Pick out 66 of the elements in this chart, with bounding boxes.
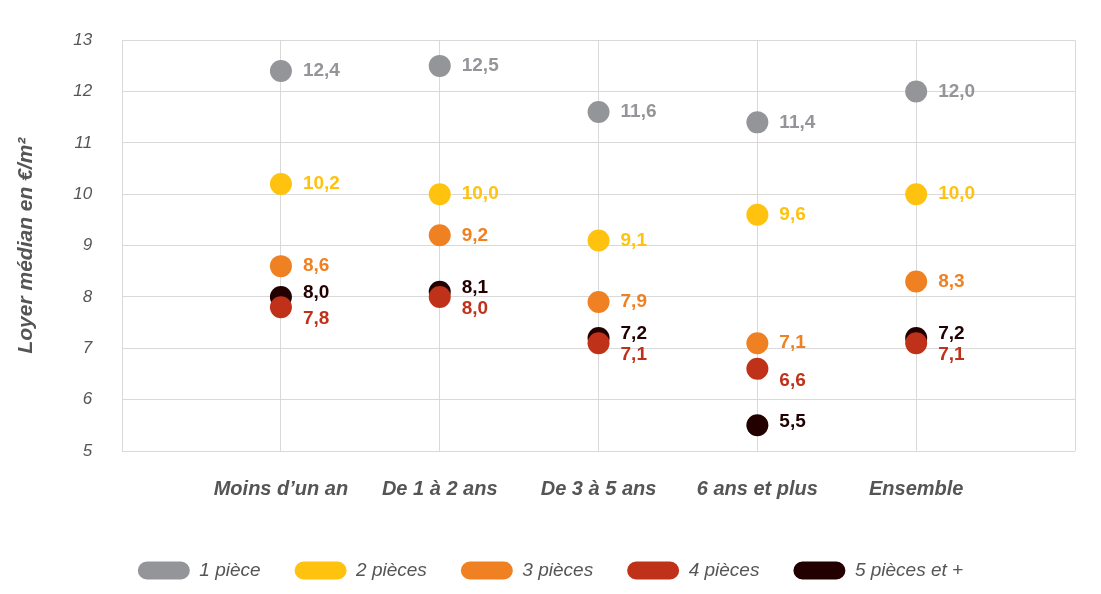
x-tick-label: Moins d’un an: [213, 476, 349, 499]
y-tick-label: 6: [82, 389, 93, 409]
y-tick-label: 8: [82, 286, 93, 306]
data-label: 7,2: [620, 322, 647, 344]
data-label: 9,1: [620, 228, 648, 250]
data-label: 7,2: [938, 322, 965, 344]
y-tick-label: 7: [82, 338, 93, 358]
data-label: 7,8: [302, 307, 330, 329]
point: [905, 183, 928, 206]
data-label: 7,1: [779, 331, 807, 353]
x-tick-label: De 1 à 2 ans: [381, 476, 498, 499]
data-label: 10,0: [461, 182, 499, 204]
point: [746, 357, 769, 380]
data-label: 8,1: [461, 276, 489, 298]
point: [269, 60, 292, 83]
data-label: 8,0: [302, 281, 330, 303]
data-label: 12,4: [302, 59, 341, 81]
legend-label: 1 pièce: [199, 558, 261, 580]
point: [269, 172, 292, 195]
data-label: 10,2: [302, 172, 340, 194]
data-label: 11,6: [620, 100, 657, 122]
y-tick-label: 11: [74, 132, 93, 152]
x-tick-label: Ensemble: [868, 476, 964, 499]
data-label: 6,6: [779, 369, 806, 391]
legend-label: 4 pièces: [688, 558, 760, 580]
point: [746, 414, 769, 437]
y-axis-title: Loyer médian en €/m²: [13, 136, 37, 354]
point: [428, 224, 451, 247]
point: [428, 285, 451, 308]
data-label: 7,1: [620, 343, 648, 365]
data-label: 8,6: [302, 254, 330, 276]
point: [587, 229, 610, 252]
point: [587, 332, 610, 355]
point: [746, 111, 769, 134]
y-tick-label: 13: [73, 29, 93, 49]
point: [746, 332, 769, 355]
data-label: 5,5: [779, 409, 807, 431]
legend-label: 3 pièces: [522, 558, 594, 580]
data-label: 12,5: [461, 54, 500, 76]
point: [587, 101, 610, 124]
x-tick-label: De 3 à 5 ans: [540, 476, 657, 499]
data-label: 9,6: [779, 203, 806, 225]
point: [905, 332, 928, 355]
data-label: 9,2: [461, 223, 489, 245]
point: [428, 183, 451, 206]
point: [905, 80, 928, 103]
data-label: 7,9: [620, 290, 647, 312]
point: [269, 255, 292, 278]
y-tick-label: 5: [82, 440, 93, 460]
data-label: 8,0: [461, 297, 489, 319]
point: [428, 54, 451, 77]
point: [905, 270, 928, 293]
legend-label: 5 pièces et +: [854, 558, 964, 580]
point: [587, 291, 610, 314]
data-label: 10,0: [938, 182, 976, 204]
y-tick-label: 10: [73, 183, 93, 203]
data-label: 11,4: [779, 110, 816, 132]
y-tick-label: 9: [82, 235, 93, 255]
data-label: 7,1: [938, 343, 966, 365]
legend-label: 2 pièces: [355, 558, 428, 580]
data-label: 12,0: [938, 79, 976, 101]
data-label: 8,3: [938, 269, 965, 291]
y-tick-label: 12: [73, 81, 93, 101]
point: [746, 203, 769, 226]
point: [269, 296, 292, 319]
x-tick-label: 6 ans et plus: [696, 476, 818, 499]
